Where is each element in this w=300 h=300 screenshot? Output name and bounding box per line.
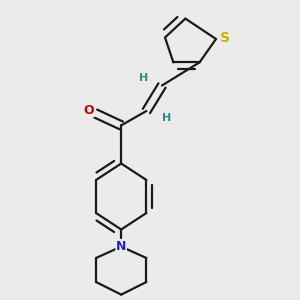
Text: H: H [162, 112, 171, 123]
Text: N: N [116, 239, 126, 253]
Text: O: O [83, 104, 94, 117]
Text: S: S [220, 32, 230, 45]
Text: H: H [139, 73, 148, 83]
